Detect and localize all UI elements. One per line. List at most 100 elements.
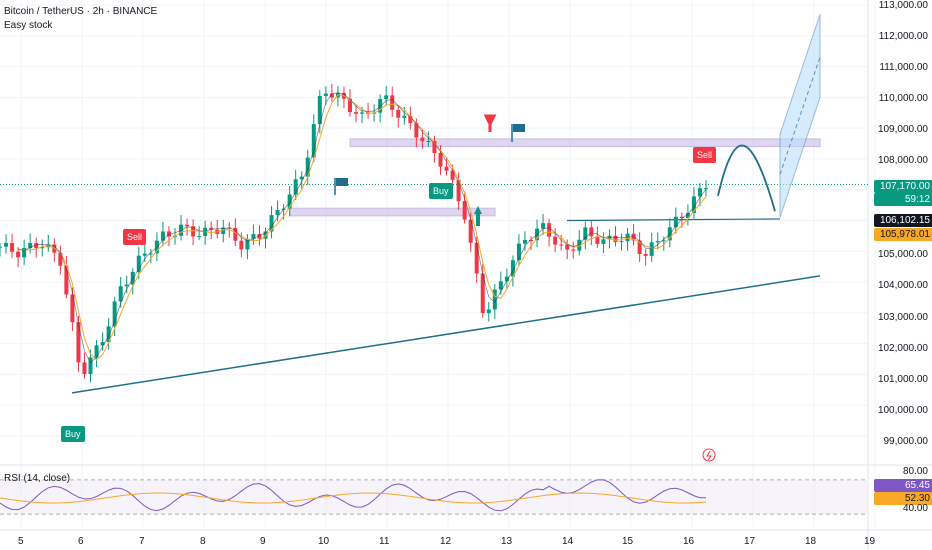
x-axis-label: 16: [683, 536, 695, 547]
candle: [70, 294, 75, 323]
candle: [619, 241, 624, 243]
candle: [251, 233, 256, 239]
price-label: 100,000.00: [877, 405, 928, 416]
candle: [10, 243, 15, 252]
candle: [347, 98, 352, 113]
symbol-title[interactable]: Bitcoin / TetherUS · 2h · BINANCE: [4, 6, 158, 17]
candle: [94, 345, 99, 358]
candle: [257, 233, 262, 239]
candle: [16, 251, 21, 258]
x-axis-label: 17: [744, 536, 756, 547]
candle: [541, 223, 546, 229]
alert-icon: [702, 448, 716, 462]
candle: [601, 239, 606, 244]
x-axis-label: 9: [260, 536, 266, 547]
candle: [191, 226, 196, 237]
moving-average-line: [17, 92, 707, 364]
candle: [583, 227, 588, 240]
candle: [426, 140, 431, 142]
candle: [390, 95, 395, 110]
price-label: 104,000.00: [877, 280, 928, 291]
candle: [233, 228, 238, 241]
sell-signal[interactable]: Sell: [123, 229, 147, 245]
candle: [547, 223, 552, 237]
candle: [704, 188, 708, 190]
candle: [438, 153, 443, 167]
candle: [480, 273, 485, 314]
candle: [287, 194, 292, 209]
candle: [130, 271, 135, 285]
candle: [239, 240, 244, 250]
candle: [329, 93, 334, 98]
candle: [88, 357, 93, 375]
up-arrow-icon: [474, 206, 482, 214]
candle: [691, 196, 696, 214]
level-tag[interactable]: 106,102.15: [874, 214, 932, 227]
price-label: 109,000.00: [877, 124, 928, 135]
candle: [631, 233, 636, 241]
x-axis-label: 14: [562, 536, 574, 547]
candle: [529, 240, 534, 242]
candle: [112, 301, 117, 327]
candle: [197, 235, 202, 237]
candle: [275, 209, 280, 216]
price-label: 105,000.00: [877, 249, 928, 260]
candle: [76, 322, 81, 363]
x-axis-label: 5: [18, 536, 24, 547]
bar-countdown: 59:12: [874, 193, 932, 206]
candle: [571, 249, 576, 251]
candle: [22, 247, 27, 258]
rsi-ma-tag: 52.30: [874, 492, 932, 505]
candle: [565, 244, 570, 250]
candle: [613, 235, 618, 243]
flag-icon: [336, 178, 348, 186]
candle: [221, 227, 226, 234]
candle: [384, 95, 389, 100]
candle: [354, 112, 359, 114]
candle: [414, 122, 419, 138]
candle: [106, 326, 111, 343]
rsi-band-fill: [0, 480, 868, 514]
last-price-tag[interactable]: 107,170.00: [874, 180, 932, 193]
candle: [305, 157, 310, 177]
candle: [269, 215, 274, 232]
buy-signal[interactable]: Buy: [61, 426, 85, 442]
x-axis-label: 18: [805, 536, 817, 547]
candle: [661, 240, 666, 242]
candle: [468, 219, 473, 243]
candle: [432, 140, 437, 154]
price-label: 112,000.00: [878, 31, 928, 42]
candle: [516, 243, 521, 261]
x-axis-label: 12: [440, 536, 452, 547]
candle: [82, 362, 87, 375]
candle: [589, 227, 594, 237]
lightning-icon: [706, 450, 712, 461]
candle: [450, 170, 455, 180]
candle: [4, 243, 9, 247]
x-axis-label: 7: [139, 536, 145, 547]
price-label: 102,000.00: [877, 343, 928, 354]
candle: [462, 201, 467, 220]
candle: [185, 224, 190, 227]
candle: [673, 216, 678, 228]
resistance-zone: [349, 138, 821, 148]
indicator-name[interactable]: Easy stock: [4, 20, 53, 31]
candle: [474, 242, 479, 274]
candle: [293, 179, 298, 195]
ma-tag[interactable]: 105,978.01: [874, 228, 932, 241]
candle: [148, 253, 153, 255]
candle: [311, 124, 316, 158]
candle: [124, 284, 129, 287]
buy-signal[interactable]: Buy: [429, 183, 453, 199]
x-axis-label: 19: [864, 536, 876, 547]
price-label: 99,000.00: [883, 436, 929, 447]
candle: [522, 240, 527, 244]
sell-signal[interactable]: Sell: [693, 147, 717, 163]
candle: [64, 265, 69, 295]
forecast-curve: [717, 144, 776, 212]
flag-icon: [513, 124, 525, 132]
candle: [444, 166, 449, 171]
trend-line: [71, 275, 821, 394]
rsi-label[interactable]: RSI (14, close): [4, 473, 71, 484]
